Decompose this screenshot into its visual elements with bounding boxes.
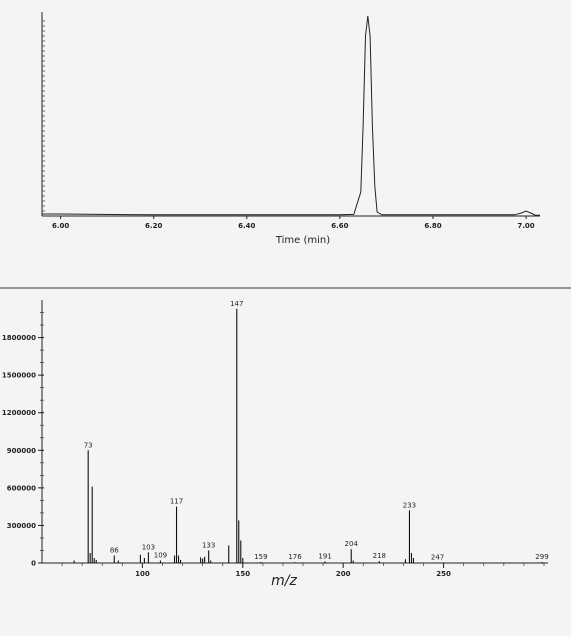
spectrum-y-ticks: 0 300000 600000 900000 1200000 1500000 1800000 [2, 312, 44, 568]
spectrum-peak-label-109: 109 [154, 551, 167, 559]
spectrum-peak-label-204: 204 [345, 540, 359, 548]
spectrum-x-tick-label: 100 [135, 570, 150, 578]
spectrum-y-tick-label: 300000 [7, 522, 36, 530]
spectrum-peak-label-191: 191 [318, 552, 331, 560]
spectrum-x-axis-title: m/z [271, 573, 297, 589]
mass-spectrum-panel: 0 300000 600000 900000 1200000 1500000 1800000… [0, 287, 571, 589]
spectrum-peak-label-218: 218 [373, 552, 386, 560]
chromatogram-x-tick-label: 6.60 [331, 222, 348, 230]
spectrum-peak-label-117: 117 [170, 498, 183, 506]
spectrum-x-tick-label: 200 [336, 570, 351, 578]
chromatogram-x-tick-label: 7.00 [517, 222, 534, 230]
spectrum-peak-label-103: 103 [142, 543, 155, 551]
spectrum-y-tick-label: 1800000 [2, 334, 36, 342]
spectrum-peaks [73, 308, 543, 563]
spectrum-peak-label-159: 159 [254, 553, 267, 561]
spectrum-x-ticks: 100 150 200 250 [61, 563, 545, 578]
spectrum-peak-label-176: 176 [288, 553, 302, 561]
spectrum-y-tick-label: 900000 [7, 447, 36, 455]
chromatogram-x-tick-label: 6.20 [145, 222, 162, 230]
spectrum-y-tick-label: 600000 [7, 484, 36, 492]
spectrum-peak-label-247: 247 [431, 553, 444, 561]
chromatogram-panel: 6.00 6.20 6.40 6.60 6.80 7.00 Time (min) [41, 12, 540, 246]
chromatogram-x-tick-label: 6.80 [424, 222, 441, 230]
spectrum-y-tick-label: 0 [31, 560, 36, 568]
chromatogram-x-tick-label: 6.40 [238, 222, 255, 230]
spectrum-peak-label-233: 233 [403, 501, 416, 509]
spectrum-x-tick-label: 150 [235, 570, 250, 578]
chromatogram-y-minor-ticks [42, 20, 45, 217]
spectrum-peak-label-73: 73 [84, 441, 93, 449]
spectrum-peak-label-147: 147 [230, 300, 243, 308]
spectrum-y-tick-label: 1500000 [2, 372, 36, 380]
spectrum-peak-label-299: 299 [535, 553, 548, 561]
chromatogram-x-ticks: 6.00 6.20 6.40 6.60 6.80 7.00 [52, 216, 535, 230]
spectrum-x-tick-label: 250 [436, 570, 451, 578]
spectrum-y-tick-label: 1200000 [2, 409, 36, 417]
spectrum-peak-label-133: 133 [202, 541, 215, 549]
chromatogram-x-axis-title: Time (min) [275, 235, 330, 246]
chromatogram-x-tick-label: 6.00 [52, 222, 69, 230]
spectrum-peak-label-86: 86 [110, 546, 119, 554]
chromatogram-trace [42, 15, 540, 216]
